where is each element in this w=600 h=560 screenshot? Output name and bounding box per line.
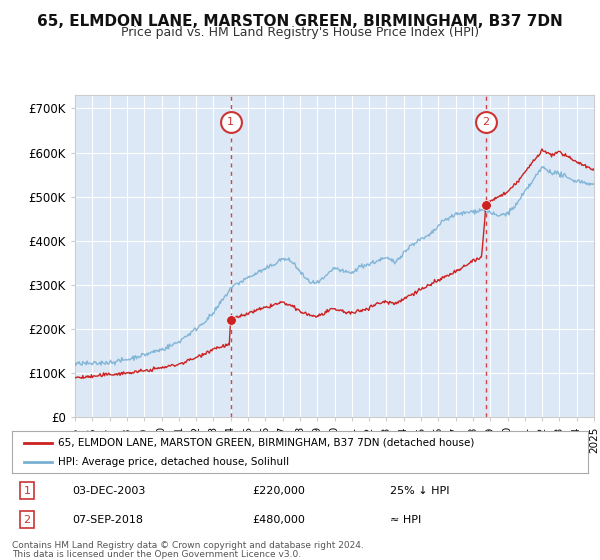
Text: Contains HM Land Registry data © Crown copyright and database right 2024.: Contains HM Land Registry data © Crown c…	[12, 542, 364, 550]
Text: Price paid vs. HM Land Registry's House Price Index (HPI): Price paid vs. HM Land Registry's House …	[121, 26, 479, 39]
Text: This data is licensed under the Open Government Licence v3.0.: This data is licensed under the Open Gov…	[12, 550, 301, 559]
Text: ≈ HPI: ≈ HPI	[390, 515, 421, 525]
Text: 65, ELMDON LANE, MARSTON GREEN, BIRMINGHAM, B37 7DN (detached house): 65, ELMDON LANE, MARSTON GREEN, BIRMINGH…	[58, 437, 475, 447]
Text: 65, ELMDON LANE, MARSTON GREEN, BIRMINGHAM, B37 7DN: 65, ELMDON LANE, MARSTON GREEN, BIRMINGH…	[37, 14, 563, 29]
Text: 03-DEC-2003: 03-DEC-2003	[72, 486, 145, 496]
Text: 1: 1	[227, 116, 234, 127]
Text: £220,000: £220,000	[252, 486, 305, 496]
Text: 2: 2	[482, 116, 490, 127]
Text: 25% ↓ HPI: 25% ↓ HPI	[390, 486, 449, 496]
Text: 1: 1	[23, 486, 31, 496]
Text: 07-SEP-2018: 07-SEP-2018	[72, 515, 143, 525]
Text: HPI: Average price, detached house, Solihull: HPI: Average price, detached house, Soli…	[58, 457, 289, 467]
Text: 2: 2	[23, 515, 31, 525]
Text: £480,000: £480,000	[252, 515, 305, 525]
